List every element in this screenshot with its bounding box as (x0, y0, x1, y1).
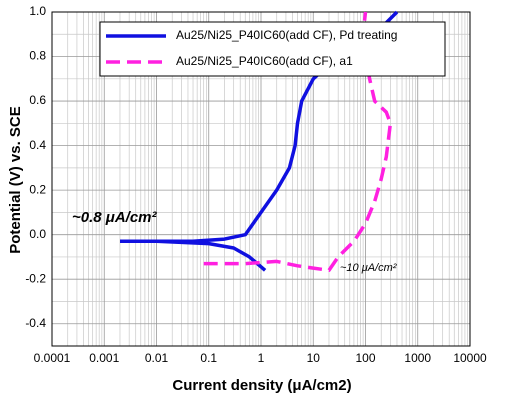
annotation: ~10 μA/cm² (340, 262, 397, 274)
y-tick-label: 0.2 (29, 182, 46, 196)
data-line (203, 11, 393, 273)
y-tick-label: 0.8 (29, 49, 46, 63)
y-tick-label: 0.6 (29, 93, 46, 107)
x-tick-label: 1 (258, 351, 265, 365)
y-tick-label: 0.0 (29, 227, 46, 241)
x-tick-label: 0.0001 (34, 351, 71, 365)
legend-box (99, 21, 446, 77)
x-tick-label: 1000 (404, 351, 431, 365)
legend-label: Au25/Ni25_P40IC60(add CF), Pd treating (176, 28, 397, 42)
x-tick-label: 100 (355, 351, 375, 365)
legend: Au25/Ni25_P40IC60(add CF), Pd treating Au… (99, 21, 446, 77)
x-tick-label: 10 (307, 351, 321, 365)
x-axis-label: Current density (μA/cm2) (172, 377, 351, 394)
y-axis-label: Potential (V) vs. SCE (7, 106, 24, 254)
y-tick-label: -0.2 (25, 271, 46, 285)
x-tick-label: 0.1 (200, 351, 217, 365)
plot-frame (51, 11, 471, 347)
y-tick-label: -0.4 (25, 316, 46, 330)
legend-label: Au25/Ni25_P40IC60(add CF), a1 (176, 54, 353, 68)
x-tick-label: 0.001 (89, 351, 119, 365)
x-tick-label: 10000 (453, 351, 487, 365)
x-tick-label: 0.01 (145, 351, 169, 365)
annotation: ~0.8 μA/cm² (72, 209, 158, 226)
y-tick-label: 0.4 (29, 138, 46, 152)
y-tick-label: 1.0 (29, 4, 46, 18)
